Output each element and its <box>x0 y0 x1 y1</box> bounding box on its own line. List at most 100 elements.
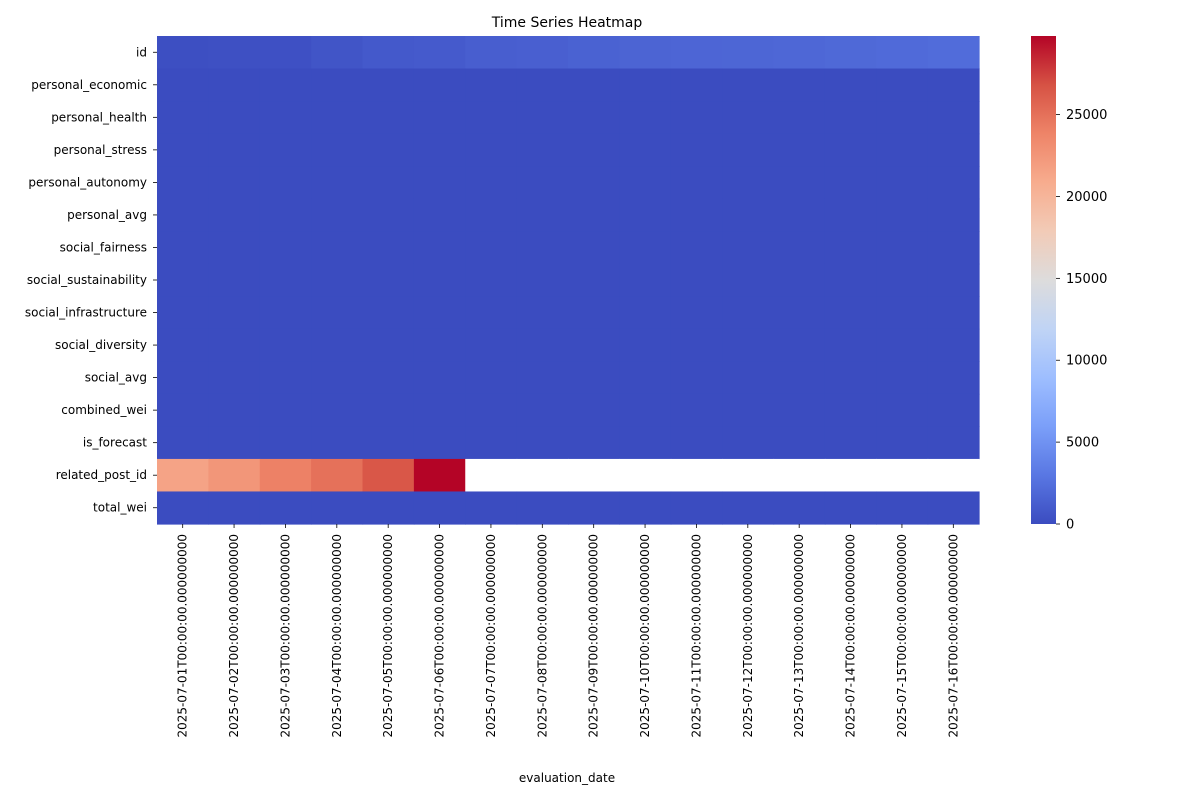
colorbar-tick-label: 25000 <box>1066 108 1107 123</box>
heatmap-cell <box>568 393 620 427</box>
heatmap-cell <box>824 361 877 395</box>
heatmap-cell <box>516 263 569 297</box>
heatmap-cell <box>516 458 569 493</box>
y-tick-label: personal_avg <box>67 208 147 222</box>
heatmap-cell <box>311 361 364 395</box>
heatmap-cell <box>413 133 466 167</box>
heatmap-cell <box>157 491 209 525</box>
x-tick-label: 2025-07-11T00:00:00.000000000 <box>689 534 703 738</box>
heatmap-cell <box>722 296 775 330</box>
heatmap-cell <box>208 296 261 330</box>
heatmap-cell <box>773 133 826 167</box>
heatmap-cell <box>670 263 723 297</box>
colorbar-tick-label: 5000 <box>1066 436 1099 451</box>
heatmap-cell <box>157 133 209 167</box>
heatmap-cell <box>311 296 364 330</box>
heatmap-cell <box>516 328 569 362</box>
heatmap-cell <box>619 361 672 395</box>
heatmap-cell <box>465 68 518 102</box>
heatmap-cell <box>876 36 929 70</box>
heatmap-cell <box>362 361 415 395</box>
heatmap-cell <box>311 36 364 70</box>
chart-title: Time Series Heatmap <box>491 15 643 31</box>
heatmap-cell <box>773 101 826 135</box>
heatmap-cell <box>311 133 364 167</box>
heatmap-cell <box>824 296 877 330</box>
heatmap-cell <box>465 166 518 200</box>
x-tick-label: 2025-07-14T00:00:00.000000000 <box>844 534 858 738</box>
y-tick-label: personal_autonomy <box>28 175 147 189</box>
heatmap-cell <box>619 328 672 362</box>
heatmap-cell <box>259 101 312 135</box>
heatmap-cell <box>773 361 826 395</box>
heatmap-cell <box>722 231 775 265</box>
heatmap-cell <box>157 101 209 135</box>
heatmap-cell <box>516 133 569 167</box>
x-tick-label: 2025-07-10T00:00:00.000000000 <box>638 534 652 738</box>
heatmap-cell <box>413 426 466 460</box>
heatmap-cell <box>619 166 672 200</box>
heatmap-cell <box>927 393 980 427</box>
heatmap-cell <box>824 101 877 135</box>
heatmap-cell <box>773 231 826 265</box>
heatmap-cell <box>876 133 929 167</box>
heatmap-cell <box>824 393 877 427</box>
heatmap-cell <box>208 101 261 135</box>
colorbar-gradient <box>1031 36 1056 524</box>
heatmap-cell <box>413 231 466 265</box>
heatmap-cell <box>259 231 312 265</box>
heatmap-cell <box>670 393 723 427</box>
heatmap-cell <box>927 296 980 330</box>
colorbar-tick-label: 0 <box>1066 518 1074 533</box>
x-tick-label: 2025-07-13T00:00:00.000000000 <box>792 534 806 738</box>
heatmap-cell <box>362 198 415 232</box>
heatmap-cell <box>311 166 364 200</box>
heatmap-cell <box>927 426 980 460</box>
heatmap-cell <box>208 36 261 70</box>
y-tick-label: social_diversity <box>55 338 147 352</box>
heatmap-cell <box>516 491 569 525</box>
heatmap-cell <box>311 328 364 362</box>
x-tick-label: 2025-07-09T00:00:00.000000000 <box>587 534 601 738</box>
heatmap-cell <box>722 491 775 525</box>
heatmap-cell <box>876 231 929 265</box>
heatmap-cell <box>773 426 826 460</box>
heatmap-cell <box>516 393 569 427</box>
heatmap-cell <box>927 231 980 265</box>
heatmap-cell <box>259 36 312 70</box>
heatmap-cells <box>157 36 980 525</box>
heatmap-cell <box>413 36 466 70</box>
heatmap-cell <box>824 263 877 297</box>
heatmap-cell <box>208 133 261 167</box>
heatmap-cell <box>362 36 415 70</box>
heatmap-cell <box>568 328 620 362</box>
heatmap-cell <box>311 101 364 135</box>
heatmap-cell <box>568 361 620 395</box>
heatmap-cell <box>362 393 415 427</box>
heatmap-cell <box>568 231 620 265</box>
heatmap-cell <box>927 36 980 70</box>
heatmap-cell <box>413 361 466 395</box>
heatmap-cell <box>311 458 364 493</box>
heatmap-cell <box>362 133 415 167</box>
x-tick-label: 2025-07-01T00:00:00.000000000 <box>176 534 190 738</box>
heatmap-cell <box>208 393 261 427</box>
heatmap-cell <box>465 426 518 460</box>
heatmap-cell <box>465 101 518 135</box>
heatmap-cell <box>208 231 261 265</box>
heatmap-cell <box>876 393 929 427</box>
heatmap-cell <box>362 491 415 525</box>
heatmap-cell <box>413 68 466 102</box>
heatmap-cell <box>619 36 672 70</box>
heatmap-cell <box>465 36 518 70</box>
heatmap-cell <box>824 491 877 525</box>
heatmap-cell <box>465 198 518 232</box>
heatmap-cell <box>516 68 569 102</box>
heatmap-cell <box>619 393 672 427</box>
heatmap-cell <box>568 296 620 330</box>
heatmap-cell <box>259 198 312 232</box>
heatmap-cell <box>208 166 261 200</box>
heatmap-cell <box>670 458 723 493</box>
heatmap-cell <box>208 361 261 395</box>
